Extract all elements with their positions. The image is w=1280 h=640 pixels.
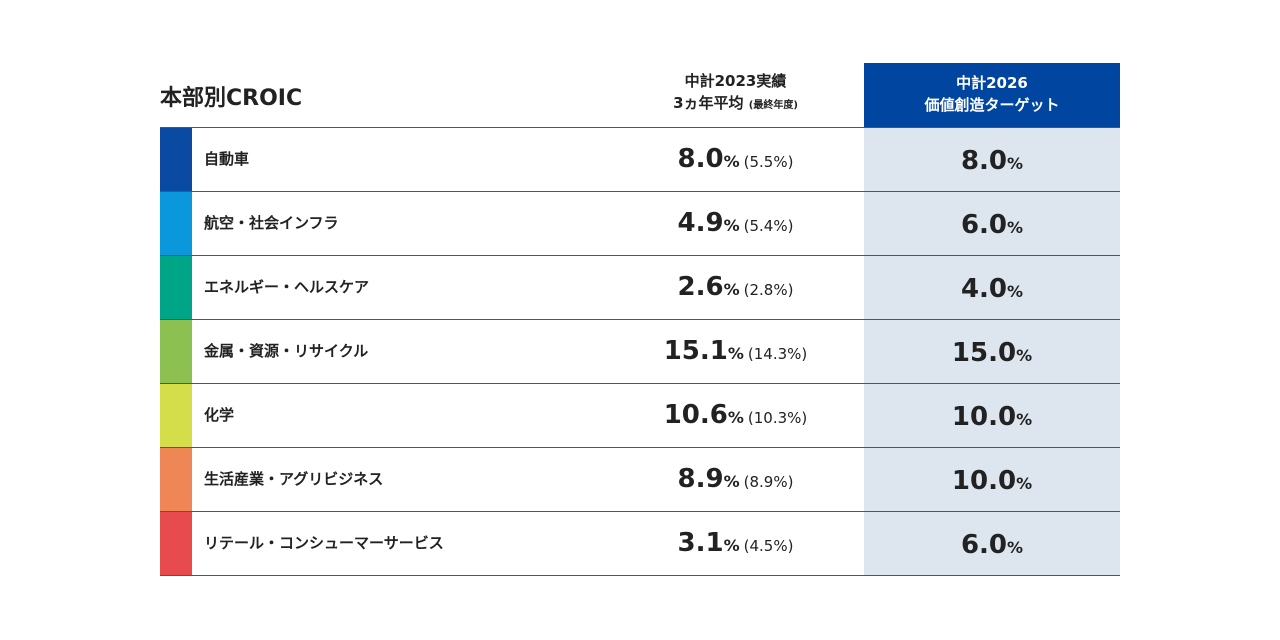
header-text: 3ヵ年平均 [673,94,744,112]
actual-cell: 4.9% (5.4%) [608,192,863,258]
target-value: 6.0 [960,530,1008,560]
actual-cell: 15.1% (14.3%) [608,320,863,386]
final-year-value: (14.3%) [747,345,808,363]
final-year-value: (2.8%) [743,281,794,299]
actual-value: 15.1 [663,336,728,366]
actual-value: 8.9 [677,464,724,494]
color-stripe [160,384,192,447]
target-cell: 15.0% [864,320,1120,389]
unit: % [723,536,740,555]
target-cell: 6.0% [864,192,1120,261]
unit: % [1007,154,1024,173]
header-note: (最終年度) [748,100,798,111]
color-stripe [160,192,192,255]
target-background [864,320,1120,383]
column-header: 中計2026 価値創造ターゲット [864,63,1120,127]
unit: % [1016,410,1033,429]
unit: % [1007,218,1024,237]
target-cell: 10.0% [864,384,1120,453]
actual-value: 2.6 [677,272,724,302]
target-value: 4.0 [960,274,1008,304]
unit: % [1007,282,1024,301]
unit: % [1016,474,1033,493]
unit: % [723,472,740,491]
column-header: 中計2023実績 3ヵ年平均 (最終年度) [608,70,863,117]
target-background [864,128,1120,191]
row-label: リテール・コンシューマーサービス [204,534,444,552]
header-line: 中計2026 [956,74,1028,92]
target-background [864,448,1120,511]
actual-value: 3.1 [677,528,724,558]
color-stripe [160,448,192,511]
color-stripe [160,128,192,191]
table-row: 航空・社会インフラ 4.9% (5.4%) 6.0% [160,191,1120,255]
row-label: 航空・社会インフラ [204,214,339,232]
unit: % [723,152,740,171]
target-background [864,512,1120,575]
table-title: 本部別CROIC [160,86,303,111]
final-year-value: (4.5%) [743,537,794,555]
row-label: 金属・資源・リサイクル [204,342,369,360]
actual-cell: 10.6% (10.3%) [608,384,863,450]
table-row: エネルギー・ヘルスケア 2.6% (2.8%) 4.0% [160,255,1120,319]
color-stripe [160,320,192,383]
color-stripe [160,256,192,319]
target-value: 15.0 [951,338,1017,368]
target-cell: 6.0% [864,512,1120,581]
final-year-value: (10.3%) [747,409,808,427]
actual-value: 8.0 [677,144,724,174]
color-stripe [160,512,192,575]
unit: % [723,280,740,299]
target-value: 6.0 [960,210,1008,240]
table-row: 金属・資源・リサイクル 15.1% (14.3%) 15.0% [160,319,1120,383]
target-value: 10.0 [951,466,1017,496]
target-background [864,256,1120,319]
table-row: リテール・コンシューマーサービス 3.1% (4.5%) 6.0% [160,511,1120,576]
table-row: 自動車 8.0% (5.5%) 8.0% [160,127,1120,191]
unit: % [1007,538,1024,557]
row-label: 生活産業・アグリビジネス [204,470,384,488]
unit: % [1016,346,1033,365]
actual-value: 10.6 [663,400,728,430]
final-year-value: (5.5%) [743,153,794,171]
target-background [864,192,1120,255]
actual-cell: 8.0% (5.5%) [608,128,863,194]
target-cell: 8.0% [864,128,1120,197]
row-label: エネルギー・ヘルスケア [204,278,370,296]
final-year-value: (5.4%) [743,217,794,235]
unit: % [727,344,744,363]
unit: % [727,408,744,427]
actual-cell: 3.1% (4.5%) [608,512,863,578]
actual-cell: 8.9% (8.9%) [608,448,863,514]
target-cell: 4.0% [864,256,1120,325]
unit: % [723,216,740,235]
actual-value: 4.9 [677,208,724,238]
actual-cell: 2.6% (2.8%) [608,256,863,322]
target-cell: 10.0% [864,448,1120,517]
target-background [864,384,1120,447]
target-value: 10.0 [951,402,1017,432]
row-label: 自動車 [204,150,250,168]
header-line: 中計2023実績 [684,72,787,90]
target-value: 8.0 [960,146,1008,176]
table-row: 化学 10.6% (10.3%) 10.0% [160,383,1120,447]
final-year-value: (8.9%) [743,473,794,491]
row-label: 化学 [204,406,235,424]
header-line: 3ヵ年平均 (最終年度) [608,92,863,117]
table-row: 生活産業・アグリビジネス 8.9% (8.9%) 10.0% [160,447,1120,511]
header-line: 価値創造ターゲット [924,96,1060,114]
